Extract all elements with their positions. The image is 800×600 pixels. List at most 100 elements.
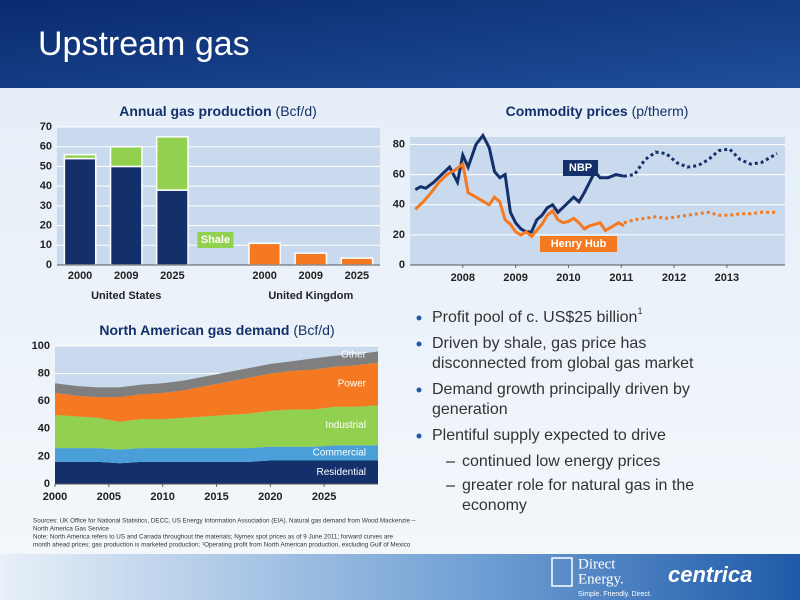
legend-box [197, 232, 234, 248]
bullet-text: greater role for natural gas in the [462, 477, 694, 494]
chart-title: North American gas demand (Bcf/d) [99, 322, 334, 338]
bullet-dot [416, 341, 422, 347]
source-note: Note: North America refers to US and Can… [33, 534, 394, 541]
source-note: Sources: UK Office for National Statisti… [33, 518, 416, 525]
x-tick-label: 2010 [150, 491, 174, 503]
layer-label: Industrial [325, 420, 366, 431]
brand-tagline: Simple. Friendly. Direct. [578, 591, 652, 598]
layer-label: Power [338, 379, 367, 390]
legend-label: Henry Hub [551, 238, 607, 250]
y-tick-label: 0 [44, 478, 50, 490]
y-tick-label: 60 [40, 141, 52, 153]
x-tick-label: 2011 [609, 272, 633, 284]
x-tick-label: 2005 [97, 491, 121, 503]
brand-mark [551, 557, 573, 587]
layer-label: Other [341, 350, 367, 361]
bullet-text: continued low energy prices [462, 453, 660, 470]
y-tick-label: 0 [399, 259, 405, 271]
y-tick-label: 20 [393, 229, 405, 241]
bar-segment [155, 136, 189, 191]
bullet-line: Profit pool of c. US$25 billion [432, 309, 637, 326]
y-tick-label: 80 [38, 368, 50, 380]
chart-unit: (Bcf/d) [276, 103, 317, 119]
bullet-text: generation [432, 401, 508, 418]
bullet-text: disconnected from global gas market [432, 355, 694, 372]
y-tick-label: 20 [38, 450, 50, 462]
bar-segment [294, 252, 328, 266]
chart-title: Commodity prices (p/therm) [506, 103, 689, 119]
area-layer [55, 362, 378, 422]
bar-segment [155, 189, 189, 266]
content: Annual gas production (Bcf/d)01020304050… [32, 103, 785, 598]
bullet-line: continued low energy prices [462, 453, 660, 470]
price-line [414, 132, 625, 234]
bar-segment [248, 242, 282, 266]
x-tick-label: 2009 [503, 272, 527, 284]
x-tick-label: 2025 [312, 491, 336, 503]
bullet-line: generation [432, 401, 508, 418]
x-tick-label: 2012 [662, 272, 686, 284]
layer-label: Residential [317, 467, 366, 478]
bar-segment [109, 165, 143, 266]
brand-centrica: centrica [668, 562, 752, 587]
chart-unit: (p/therm) [632, 103, 689, 119]
footer-band [0, 554, 800, 600]
chart-title: Annual gas production (Bcf/d) [119, 103, 317, 119]
chart-unit: (Bcf/d) [293, 322, 334, 338]
legend-box [540, 236, 617, 252]
y-tick-label: 40 [40, 180, 52, 192]
area-layer [55, 445, 378, 464]
legend-label: NBP [569, 162, 592, 174]
brand-energy: Energy. [578, 571, 624, 587]
price-line [623, 210, 778, 225]
y-tick-label: 20 [40, 219, 52, 231]
group-label: United States [91, 290, 161, 302]
brand-direct: Direct [578, 556, 616, 572]
bar-segment [340, 257, 374, 266]
bullet-dot [416, 315, 422, 321]
x-tick-label: 2008 [451, 272, 475, 284]
x-tick-label: 2009 [299, 270, 323, 282]
bullet-line: disconnected from global gas market [432, 355, 694, 372]
slide-title: Upstream gas [38, 25, 250, 63]
x-tick-label: 2015 [204, 491, 228, 503]
bullet-line: economy [462, 497, 527, 514]
bullet-line: Plentiful supply expected to drive [432, 427, 666, 444]
bullet-text: Profit pool of c. US$25 billion1 [432, 306, 642, 326]
footnote-mark: 1 [637, 306, 642, 316]
bullet-text: economy [462, 497, 527, 514]
area-layer [55, 460, 378, 484]
x-tick-label: 2000 [43, 491, 67, 503]
y-tick-label: 80 [393, 138, 405, 150]
x-tick-label: 2020 [258, 491, 282, 503]
bullet-dot [416, 387, 422, 393]
y-tick-label: 50 [40, 160, 52, 172]
group-label: United Kingdom [268, 290, 353, 302]
y-tick-label: 0 [46, 259, 52, 271]
y-tick-label: 60 [38, 395, 50, 407]
bullet-text: Driven by shale, gas price has [432, 335, 646, 352]
source-note: month ahead prices; gas production is ma… [33, 542, 411, 549]
y-tick-label: 40 [38, 423, 50, 435]
x-tick-label: 2025 [345, 270, 369, 282]
x-tick-label: 2000 [252, 270, 276, 282]
x-tick-label: 2013 [715, 272, 739, 284]
x-tick-label: 2025 [160, 270, 184, 282]
bar-segment [109, 145, 143, 168]
bullet-dot [416, 433, 422, 439]
price-line [414, 161, 625, 239]
legend-box [563, 160, 598, 176]
y-tick-label: 60 [393, 169, 405, 181]
bar-segment [63, 153, 97, 160]
legend-label: Shale [201, 234, 230, 246]
area-layer [55, 351, 378, 398]
header-band [0, 0, 800, 88]
y-tick-label: 100 [32, 340, 50, 352]
bullet-text: Demand growth principally driven by [432, 381, 690, 398]
bar-segment [63, 157, 97, 266]
bullet-line: Driven by shale, gas price has [432, 335, 646, 352]
bullet-text: Plentiful supply expected to drive [432, 427, 666, 444]
layer-label: Commercial [313, 448, 366, 459]
